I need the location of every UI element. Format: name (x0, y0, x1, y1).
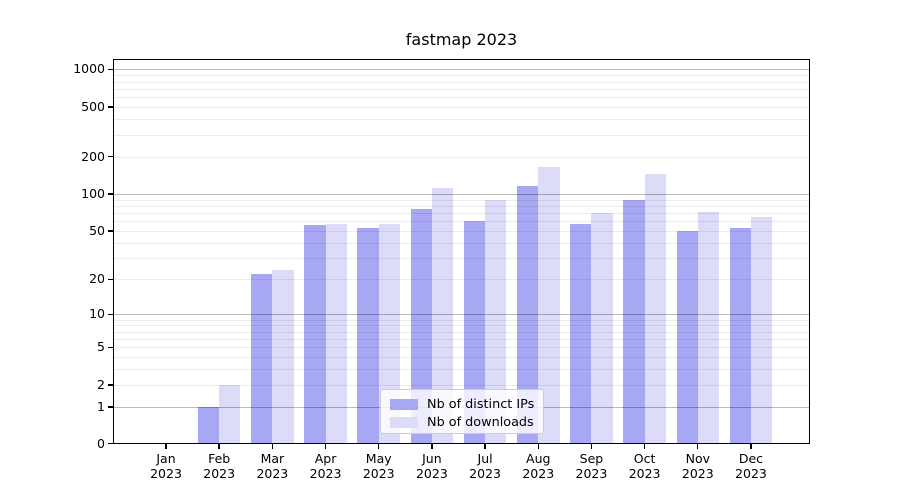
y-tick-label-100: 100 (81, 185, 105, 201)
x-tick-year: 2023 (150, 465, 182, 481)
x-tick-5 (431, 443, 433, 449)
y-tick-10 (108, 313, 113, 316)
y-tick-label-20: 20 (89, 271, 105, 287)
x-tick-year: 2023 (469, 465, 501, 481)
bar-downloads-feb (219, 384, 241, 444)
legend-label-downloads: Nb of downloads (427, 414, 534, 430)
x-tick-label-oct: Oct 2023 (615, 451, 675, 481)
bar-downloads-oct (644, 173, 666, 444)
bar-downloads-jul (485, 199, 507, 444)
x-tick-year: 2023 (203, 465, 236, 481)
bar-distinct-ips-nov (676, 231, 698, 444)
y-tick-label-0: 0 (97, 435, 105, 451)
x-tick-label-sep: Sep 2023 (561, 451, 621, 481)
x-tick-year: 2023 (735, 465, 767, 481)
x-tick-4 (378, 443, 380, 449)
bar-downloads-may (378, 224, 401, 444)
x-tick-6 (484, 443, 486, 449)
x-tick-7 (537, 443, 539, 449)
y-tick-label-5: 5 (97, 339, 105, 355)
x-tick-label-may: May 2023 (349, 451, 409, 481)
bar-distinct-ips-dec (729, 227, 751, 444)
y-tick-20 (108, 278, 113, 280)
y-tick-0 (108, 442, 113, 445)
x-tick-0 (165, 443, 167, 449)
y-tick-1000 (108, 68, 113, 71)
x-tick-label-nov: Nov 2023 (668, 451, 728, 481)
legend-swatch-distinct-ips (390, 398, 418, 410)
x-tick-2 (271, 443, 274, 449)
bar-distinct-ips-sep (570, 224, 592, 444)
bar-downloads-jun (431, 187, 454, 444)
x-tick-label-apr: Apr 2023 (296, 451, 356, 481)
x-tick-year: 2023 (681, 465, 714, 481)
bar-distinct-ips-aug (516, 186, 539, 444)
x-tick-year: 2023 (415, 465, 448, 481)
x-tick-year: 2023 (362, 465, 395, 481)
legend-swatch-downloads (390, 416, 418, 428)
y-tick-label-50: 50 (89, 223, 105, 239)
x-tick-1 (218, 443, 220, 449)
legend: Nb of distinct IPs Nb of downloads (380, 389, 544, 434)
y-tick-label-500: 500 (81, 99, 105, 115)
y-tick-5 (108, 346, 113, 348)
y-tick-1 (108, 406, 113, 408)
y-tick-500 (108, 106, 113, 108)
legend-label-distinct-ips: Nb of distinct IPs (427, 396, 535, 412)
x-tick-8 (590, 443, 593, 449)
x-tick-year: 2023 (628, 465, 661, 481)
y-tick-50 (108, 230, 113, 232)
y-tick-200 (108, 155, 113, 158)
x-tick-11 (750, 443, 752, 449)
x-tick-label-jan: Jan 2023 (136, 451, 196, 481)
bar-downloads-apr (325, 224, 347, 444)
bar-distinct-ips-apr (304, 225, 326, 444)
x-tick-10 (697, 443, 699, 449)
y-tick-label-2: 2 (97, 376, 105, 392)
bar-downloads-mar (272, 269, 294, 444)
x-tick-3 (324, 443, 327, 449)
x-tick-year: 2023 (309, 465, 342, 481)
x-tick-9 (643, 443, 646, 449)
x-tick-year: 2023 (522, 465, 555, 481)
bar-distinct-ips-jun (410, 209, 432, 444)
bar-distinct-ips-may (357, 227, 379, 444)
y-tick-2 (108, 384, 113, 386)
x-tick-year: 2023 (575, 465, 608, 481)
x-tick-label-dec: Dec 2023 (721, 451, 781, 481)
y-tick-100 (108, 193, 113, 195)
bar-distinct-ips-oct (623, 199, 645, 444)
bar-distinct-ips-mar (251, 274, 273, 444)
bar-downloads-nov (697, 211, 720, 444)
x-tick-year: 2023 (256, 465, 289, 481)
bar-distinct-ips-feb (197, 406, 220, 444)
x-tick-label-jun: Jun 2023 (402, 451, 462, 481)
bar-downloads-aug (538, 166, 560, 444)
x-tick-label-mar: Mar 2023 (242, 451, 302, 481)
y-tick-label-1: 1 (97, 398, 105, 414)
chart-title: fastmap 2023 (405, 30, 518, 49)
legend-item-downloads: Nb of downloads (390, 413, 535, 431)
y-tick-label-1000: 1000 (73, 61, 105, 77)
y-tick-label-200: 200 (81, 148, 105, 164)
x-tick-label-aug: Aug 2023 (508, 451, 568, 481)
bar-downloads-sep (591, 213, 613, 444)
x-tick-label-feb: Feb 2023 (189, 451, 249, 481)
legend-item-distinct-ips: Nb of distinct IPs (390, 395, 535, 413)
plot-frame (113, 59, 810, 444)
x-tick-label-jul: Jul 2023 (455, 451, 515, 481)
bar-downloads-dec (750, 217, 773, 444)
y-tick-label-10: 10 (89, 306, 105, 322)
bar-distinct-ips-jul (463, 221, 486, 444)
